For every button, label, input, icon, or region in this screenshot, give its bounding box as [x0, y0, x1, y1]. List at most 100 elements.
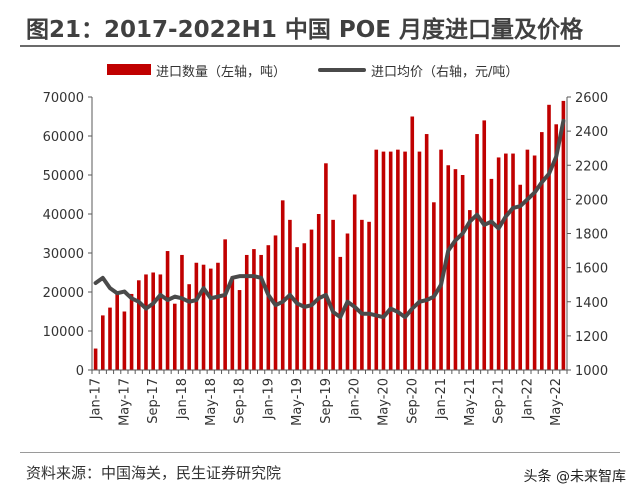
bar-Dec-21: [518, 184, 523, 370]
bar-Jan-17: [93, 348, 98, 370]
x-tick-label-Sep-20: Sep-20: [405, 378, 420, 424]
right-tick-label-1400: 1400: [575, 296, 608, 311]
bar-May-18: [208, 268, 213, 370]
bar-Jul-19: [309, 229, 314, 370]
legend-line-label: 进口均价（右轴，元/吨）: [371, 65, 519, 80]
bar-Jul-18: [223, 239, 227, 370]
bar-Feb-20: [360, 219, 364, 370]
bar-Jun-22: [561, 100, 566, 371]
chart-plot: 0 10000 20000 30000 40000 50000 60000 70000 1000…: [43, 91, 608, 426]
bar-Mar-22: [540, 132, 544, 370]
x-tick-label-Sep-18: Sep-18: [233, 378, 248, 424]
watermark: 头条 @未来智库: [524, 466, 626, 486]
bar-Sep-21: [496, 157, 501, 370]
bar-Mar-19: [280, 200, 285, 370]
bar-Dec-20: [432, 202, 436, 370]
bar-Apr-22: [547, 104, 551, 371]
right-tick-label-1800: 1800: [575, 228, 608, 243]
bar-Jun-17: [129, 293, 134, 370]
bar-May-20: [381, 151, 386, 370]
x-tick-label-May-18: May-18: [204, 378, 219, 426]
bar-Jan-19: [266, 245, 271, 370]
left-tick-label-10000: 10000: [43, 325, 84, 340]
bar-Oct-21: [504, 153, 508, 370]
x-tick-label-Jan-19: Jan-19: [261, 378, 276, 420]
bar-Jan-21: [439, 149, 443, 370]
bar-Jul-21: [482, 120, 487, 371]
bar-May-19: [295, 247, 299, 370]
bar-May-17: [122, 311, 127, 370]
chart-title: 图21：2017-2022H1 中国 POE 月度进口量及价格: [26, 17, 583, 43]
source-note: 资料来源：中国海关，民生证券研究院: [26, 464, 282, 482]
left-tick-label-50000: 50000: [43, 169, 84, 184]
bar-Feb-18: [187, 284, 191, 370]
x-tick-label-May-19: May-19: [290, 378, 305, 426]
right-tick-label-1200: 1200: [575, 330, 608, 345]
bar-Apr-17: [115, 293, 119, 370]
bar-May-22: [554, 124, 559, 370]
bar-Aug-20: [403, 151, 407, 370]
bar-Jul-17: [136, 280, 141, 370]
bar-Jun-20: [388, 151, 393, 370]
x-tick-label-Sep-17: Sep-17: [146, 378, 161, 424]
bar-Oct-19: [331, 219, 335, 370]
x-tick-label-May-17: May-17: [117, 378, 132, 426]
bar-Oct-17: [158, 274, 163, 370]
legend-bar-label: 进口数量（左轴，吨）: [156, 65, 287, 80]
left-tick-label-70000: 70000: [43, 91, 84, 106]
x-tick-label-Jan-22: Jan-22: [520, 378, 535, 420]
x-tick-label-May-21: May-21: [463, 378, 478, 426]
legend-line-swatch: [318, 68, 366, 72]
bar-Apr-18: [201, 264, 206, 370]
bar-Mar-17: [108, 307, 112, 370]
bar-Aug-21: [489, 178, 494, 370]
bar-Apr-21: [460, 175, 465, 370]
left-tick-label-30000: 30000: [43, 247, 84, 262]
x-tick-label-Jan-17: Jan-17: [89, 378, 104, 420]
bar-Mar-18: [194, 262, 199, 370]
right-tick-label-2000: 2000: [575, 193, 608, 208]
bar-Jun-21: [475, 134, 479, 370]
bar-Nov-20: [424, 134, 429, 370]
bar-Nov-18: [252, 249, 256, 370]
source-divider: [20, 452, 620, 453]
bar-Sep-17: [151, 272, 155, 370]
left-tick-label-60000: 60000: [43, 130, 84, 145]
bar-Jan-20: [352, 194, 357, 370]
price-line: [93, 118, 566, 320]
bar-Oct-20: [417, 151, 422, 370]
right-tick-label-2400: 2400: [575, 125, 608, 140]
bar-Mar-21: [453, 169, 458, 370]
bar-Nov-21: [511, 153, 515, 370]
bar-Dec-17: [172, 303, 177, 370]
bar-Mar-20: [367, 221, 371, 370]
right-tick-label-2200: 2200: [575, 159, 608, 174]
bar-Sep-18: [237, 290, 242, 370]
bar-Aug-17: [144, 274, 148, 370]
x-tick-label-Sep-19: Sep-19: [319, 378, 334, 424]
bar-Apr-20: [374, 149, 379, 370]
bar-Sep-19: [324, 163, 328, 370]
bar-Jun-18: [216, 262, 220, 370]
right-tick-label-1600: 1600: [575, 262, 608, 277]
left-tick-label-20000: 20000: [43, 286, 84, 301]
chart-legend: 进口数量（左轴，吨） 进口均价（右轴，元/吨）: [0, 60, 640, 80]
bar-Aug-18: [230, 276, 235, 370]
x-tick-label-May-20: May-20: [376, 378, 391, 426]
bar-Feb-17: [101, 315, 105, 370]
bar-Jan-22: [525, 149, 530, 370]
title-divider: [20, 45, 620, 47]
bar-May-21: [468, 210, 472, 370]
left-tick-label-0: 0: [76, 364, 84, 379]
bar-Dec-18: [259, 254, 263, 370]
bar-Jul-20: [396, 149, 400, 370]
legend-bar-swatch: [107, 64, 151, 75]
bar-Oct-18: [244, 254, 249, 370]
title-bar: 图21：2017-2022H1 中国 POE 月度进口量及价格: [0, 0, 640, 47]
bar-Sep-20: [410, 116, 415, 370]
right-tick-label-2600: 2600: [575, 91, 608, 106]
left-tick-label-40000: 40000: [43, 208, 84, 223]
x-tick-label-Jan-21: Jan-21: [434, 378, 449, 420]
right-tick-label-1000: 1000: [575, 364, 608, 379]
x-tick-label-May-22: May-22: [549, 378, 564, 426]
